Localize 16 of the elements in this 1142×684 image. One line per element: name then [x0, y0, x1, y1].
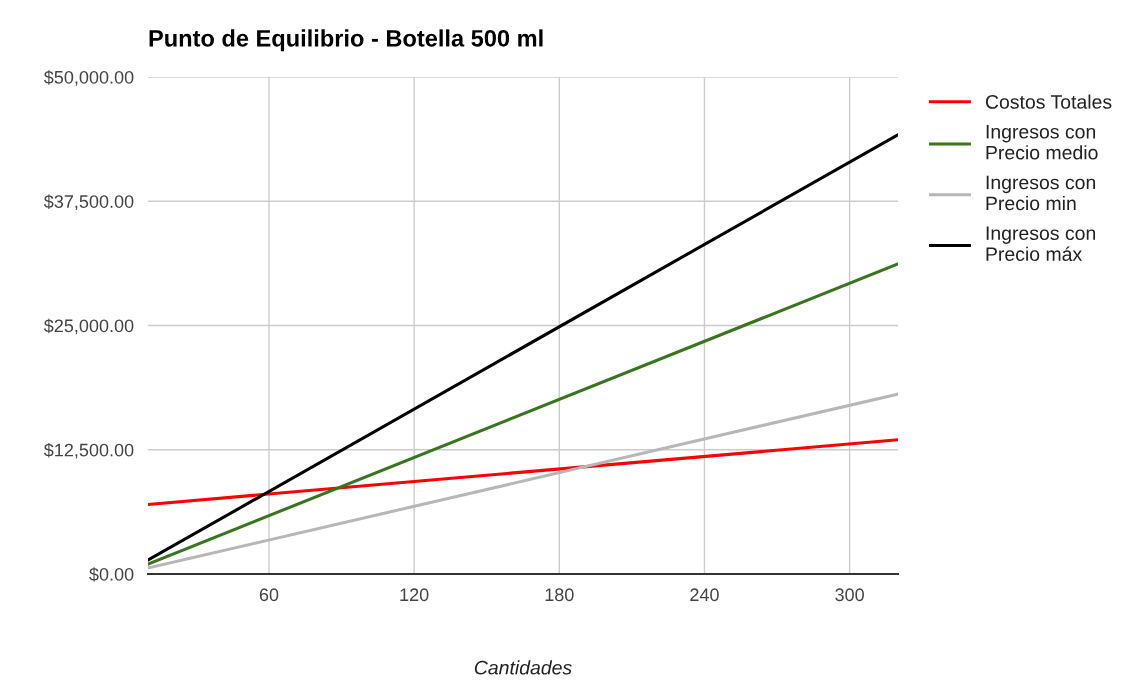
legend-label: Ingresos con Precio máx [986, 226, 1096, 261]
y-tick-label: $12,500.00 [43, 442, 134, 459]
x-axis-title: Cantidades [474, 660, 572, 675]
legend-label: Ingresos con Precio min [986, 175, 1096, 211]
legend-label: Ingresos con Precio medio [986, 125, 1098, 160]
x-tick-label: 60 [259, 588, 279, 602]
y-tick-label: $37,500.00 [43, 194, 134, 211]
x-tick-label: 300 [835, 588, 864, 602]
y-tick-label: $50,000.00 [43, 70, 134, 86]
x-tick-label: 240 [690, 588, 719, 602]
y-tick-label: $25,000.00 [43, 318, 134, 335]
x-tick-label: 180 [545, 588, 574, 602]
legend-label: Costos Totales [985, 94, 1112, 109]
x-tick-label: 120 [400, 588, 429, 602]
y-tick-label: $0.00 [89, 567, 134, 582]
chart-title: Punto de Equilibrio - Botella 500 ml [149, 29, 543, 52]
